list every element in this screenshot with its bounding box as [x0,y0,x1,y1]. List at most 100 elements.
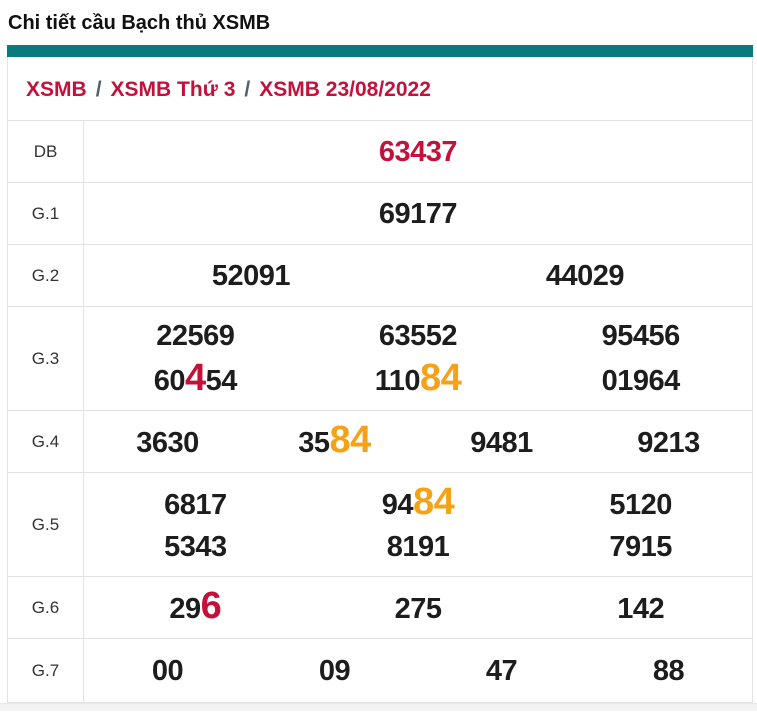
prize-line: 63437 [84,133,752,171]
prize-line: 22569 63552 95456 [84,317,752,355]
prize-row: G.5 6817 9484 5120 5343 8191 7915 [8,472,752,576]
digits: 35 [298,427,330,459]
prize-line: 5343 8191 7915 [84,528,752,566]
digits: 52091 [211,259,291,292]
prize-row-values: 69177 [84,183,752,244]
prize-number: 11084 [307,359,530,400]
prize-row-values: 3630 3584 9481 9213 [84,411,752,472]
prize-line: 52091 44029 [84,257,752,295]
prize-row-label: G.3 [8,307,84,410]
prize-line: 296 275 142 [84,587,752,628]
digits: 142 [617,593,665,625]
prize-number: 63437 [84,133,752,171]
breadcrumb-separator: / [95,78,102,101]
prize-number: 6817 [84,486,307,524]
prize-row: G.1 69177 [8,182,752,244]
digits: 63552 [378,320,458,352]
prize-row-label: G.5 [8,473,84,576]
highlighted-digits: 84 [420,357,462,399]
prize-number: 9213 [585,424,752,462]
digits: 5343 [164,531,227,563]
digits: 09 [318,654,351,687]
prize-row-values: 6817 9484 5120 5343 8191 7915 [84,473,752,576]
digits: 9481 [470,427,533,459]
prize-row-label: G.6 [8,577,84,638]
digits: 29 [169,593,201,625]
prize-row: G.3 22569 63552 95456 60454 11084 01964 [8,306,752,410]
prize-row: G.6 296 275 142 [8,576,752,638]
digits: 3630 [136,427,199,459]
digits: 44029 [545,259,625,292]
prize-number: 3630 [84,424,251,462]
digits: 88 [652,654,685,687]
prize-number: 88 [585,652,752,690]
digits: 60 [153,365,186,397]
prize-number: 9481 [418,424,585,462]
prize-line: 6817 9484 5120 [84,483,752,524]
prize-row-label: G.7 [8,639,84,702]
prize-number: 142 [529,590,752,628]
digits: 94 [381,489,414,521]
result-panel: XSMB / XSMB Thứ 3 / XSMB 23/08/2022 DB 63437 G… [7,57,753,703]
highlighted-digits: 4 [185,357,206,399]
digits: 7915 [609,531,672,563]
prize-number: 09 [251,652,418,690]
digits: 5120 [609,489,672,521]
digits: 54 [205,365,238,397]
prize-row-label: DB [8,121,84,182]
digits: 95456 [601,320,681,352]
prize-number: 95456 [529,317,752,355]
prize-line: 69177 [84,195,752,233]
prize-number: 3584 [251,421,418,462]
prize-number: 22569 [84,317,307,355]
breadcrumb-link[interactable]: XSMB [26,78,87,101]
prize-number: 01964 [529,362,752,400]
prize-number: 296 [84,587,307,628]
digits: 01964 [601,365,681,397]
digits: 00 [151,654,184,687]
prize-row: G.2 52091 44029 [8,244,752,306]
prize-number: 47 [418,652,585,690]
prize-number: 00 [84,652,251,690]
highlighted-digits: 63437 [378,135,458,168]
prize-line: 00 09 47 88 [84,652,752,690]
digits: 69177 [378,197,458,230]
breadcrumb-separator: / [244,78,251,101]
breadcrumb: XSMB / XSMB Thứ 3 / XSMB 23/08/2022 [8,57,752,120]
prize-line: 3630 3584 9481 9213 [84,421,752,462]
prize-number: 44029 [418,257,752,295]
prize-row: DB 63437 [8,120,752,182]
accent-bar [7,45,753,57]
prize-row-label: G.2 [8,245,84,306]
prize-number: 5343 [84,528,307,566]
prize-number: 275 [307,590,530,628]
prize-table: DB 63437 G.1 69177 G.2 52091 44029 G.3 22569 6355… [8,120,752,702]
highlighted-digits: 84 [413,481,455,523]
prize-number: 8191 [307,528,530,566]
digits: 110 [374,365,421,397]
prize-number: 69177 [84,195,752,233]
breadcrumb-link[interactable]: XSMB 23/08/2022 [259,78,431,101]
page-title: Chi tiết cầu Bạch thủ XSMB [8,12,271,34]
prize-number: 7915 [529,528,752,566]
prize-row-label: G.1 [8,183,84,244]
highlighted-digits: 84 [329,419,371,461]
bottom-strip [0,703,757,711]
prize-number: 60454 [84,359,307,400]
digits: 275 [394,593,442,625]
highlighted-digits: 6 [200,585,222,627]
digits: 9213 [637,427,700,459]
prize-line: 60454 11084 01964 [84,359,752,400]
prize-row-values: 22569 63552 95456 60454 11084 01964 [84,307,752,410]
prize-row-values: 00 09 47 88 [84,639,752,702]
digits: 47 [485,654,518,687]
prize-row-label: G.4 [8,411,84,472]
prize-row-values: 63437 [84,121,752,182]
prize-row-values: 52091 44029 [84,245,752,306]
prize-number: 52091 [84,257,418,295]
prize-number: 5120 [529,486,752,524]
breadcrumb-link[interactable]: XSMB Thứ 3 [110,78,236,101]
prize-row-values: 296 275 142 [84,577,752,638]
prize-row: G.4 3630 3584 9481 9213 [8,410,752,472]
digits: 22569 [156,320,235,352]
